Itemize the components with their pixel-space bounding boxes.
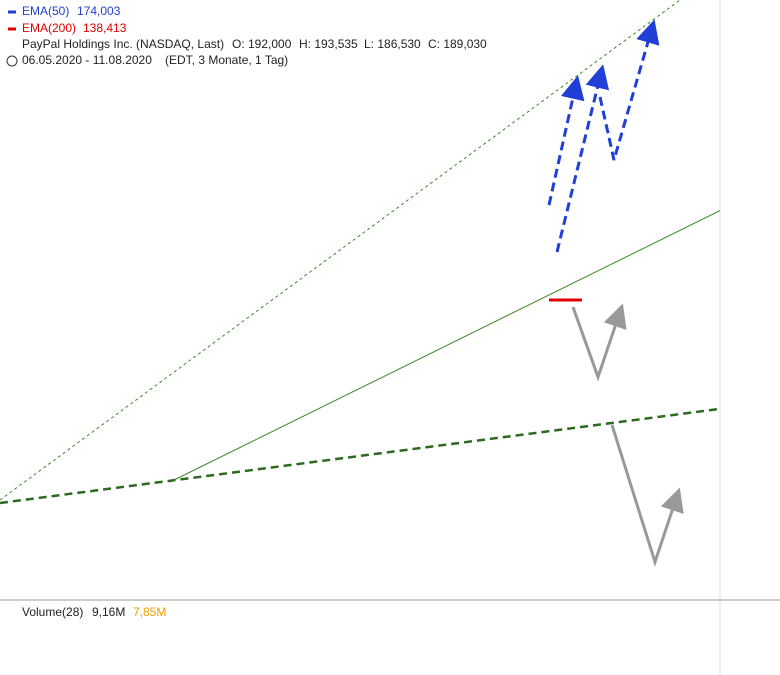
arrow	[571, 303, 627, 382]
ohlc: H: 193,535	[299, 37, 358, 51]
volume-avg: 7,85M	[133, 605, 166, 619]
arrow	[547, 75, 585, 206]
period: (EDT, 3 Monate, 1 Tag)	[165, 53, 288, 67]
volume-value: 9,16M	[92, 605, 125, 619]
header: EMA(50) 174,003 EMA(200) 138,413 PayPal …	[6, 4, 487, 619]
arrow	[610, 424, 684, 567]
legend-label: EMA(200)	[22, 21, 76, 35]
drawings	[0, 0, 720, 567]
instrument: PayPal Holdings Inc. (NASDAQ, Last)	[22, 37, 224, 51]
ohlc: L: 186,530	[364, 37, 421, 51]
legend-value: 174,003	[77, 4, 121, 18]
arrow	[598, 19, 660, 161]
volume-title: Volume(28)	[22, 605, 83, 619]
date-range: 06.05.2020 - 11.08.2020	[22, 53, 152, 67]
arrow	[555, 64, 610, 253]
upper-trendline	[0, 0, 681, 501]
ohlc: O: 192,000	[232, 37, 292, 51]
support-trendline	[169, 210, 720, 483]
long-trendline	[0, 407, 720, 505]
legend-value: 138,413	[83, 21, 127, 35]
clock-icon	[6, 55, 18, 67]
legend-label: EMA(50)	[22, 4, 69, 18]
ohlc: C: 189,030	[428, 37, 487, 51]
